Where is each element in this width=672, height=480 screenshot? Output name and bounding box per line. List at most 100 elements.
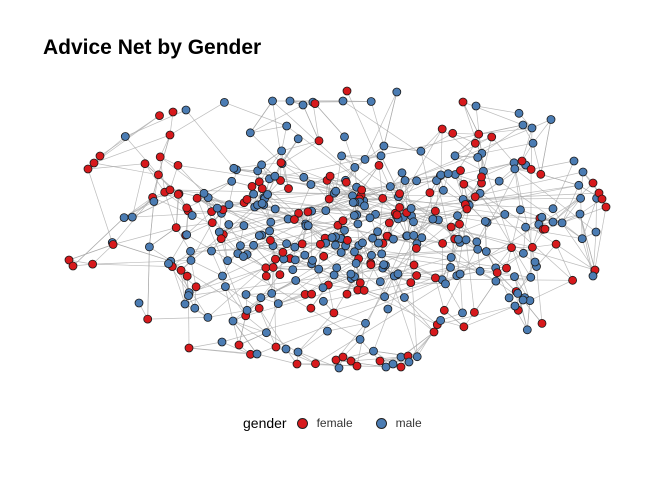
network-edge (420, 151, 431, 193)
network-edge (463, 305, 516, 328)
node-male (369, 346, 378, 356)
network-edge (274, 175, 596, 271)
node-male (377, 249, 387, 259)
network-edge (208, 181, 232, 198)
node-female (477, 172, 486, 182)
node-male (119, 213, 129, 223)
node-male (379, 260, 389, 270)
node-male (300, 250, 310, 260)
node-female (329, 308, 339, 318)
node-female (341, 177, 351, 187)
network-edge (441, 243, 443, 280)
node-female (278, 247, 288, 257)
node-female (469, 307, 479, 317)
node-female (536, 169, 546, 179)
network-edge (344, 136, 356, 168)
node-female (411, 243, 421, 253)
node-male (207, 246, 216, 256)
node-male (224, 200, 234, 210)
node-male (241, 290, 251, 299)
node-male (182, 230, 192, 240)
node-female (366, 260, 376, 270)
node-female (325, 171, 335, 181)
node-male (376, 151, 386, 161)
node-male (349, 211, 359, 220)
node-female (487, 132, 497, 142)
node-male (285, 96, 295, 106)
network-edge (325, 180, 328, 211)
network-edge (405, 174, 441, 181)
node-male (358, 238, 367, 248)
node-male (399, 293, 409, 302)
node-female (430, 206, 440, 216)
node-female (315, 239, 325, 249)
node-female (342, 289, 352, 299)
network-edge (260, 280, 296, 299)
network-edge (177, 165, 563, 224)
network-edge (164, 192, 177, 228)
node-female (517, 156, 527, 166)
node-male (235, 241, 245, 251)
network-edge (579, 213, 594, 277)
network-edge (158, 134, 171, 175)
network-edge (536, 266, 543, 324)
node-female (168, 107, 178, 117)
network-edge (232, 320, 277, 348)
node-female (64, 255, 74, 265)
node-male (303, 221, 313, 231)
network-edge (491, 136, 515, 164)
network-edge (561, 198, 581, 224)
network-edge (462, 101, 480, 135)
network-edge (87, 163, 146, 170)
node-male (475, 266, 485, 276)
node-female (412, 271, 422, 280)
node-female (261, 271, 271, 281)
network-edge (475, 105, 484, 172)
network-edge (99, 115, 160, 157)
node-female (153, 170, 163, 180)
network-edge (495, 252, 524, 269)
node-male (360, 201, 369, 211)
network-edge (222, 209, 338, 226)
node-female (306, 303, 316, 313)
node-male (472, 237, 482, 247)
network-edge (207, 309, 248, 318)
node-male (327, 233, 337, 242)
network-edge (420, 132, 453, 152)
node-female (284, 184, 293, 193)
node-male (537, 212, 547, 222)
network-edge (484, 221, 487, 252)
node-male (273, 299, 283, 309)
node-male (500, 209, 510, 219)
node-male (329, 270, 339, 280)
network-edge (256, 279, 443, 355)
node-male (224, 220, 234, 229)
node-male (293, 134, 303, 144)
network-edge (68, 244, 114, 261)
legend-label-female: female (316, 416, 353, 430)
node-male (290, 242, 300, 252)
node-female (588, 178, 598, 188)
network-edge (245, 275, 267, 295)
network-edge (302, 104, 320, 141)
node-male (368, 233, 378, 243)
node-female (319, 251, 329, 261)
node-female (343, 235, 352, 245)
network-edge (350, 356, 402, 362)
node-female (438, 238, 448, 248)
node-male (397, 168, 407, 178)
node-male (374, 238, 383, 248)
node-female (439, 305, 449, 315)
network-edge (175, 194, 179, 228)
network-edge (149, 246, 248, 311)
network-edge (92, 260, 171, 265)
node-male (314, 264, 324, 274)
network-edge (190, 260, 223, 277)
network-edge (169, 102, 225, 136)
node-female (182, 271, 192, 281)
node-female (597, 194, 607, 204)
node-male (458, 308, 467, 318)
node-male (432, 176, 441, 186)
node-male (514, 108, 524, 118)
node-female (470, 192, 480, 202)
